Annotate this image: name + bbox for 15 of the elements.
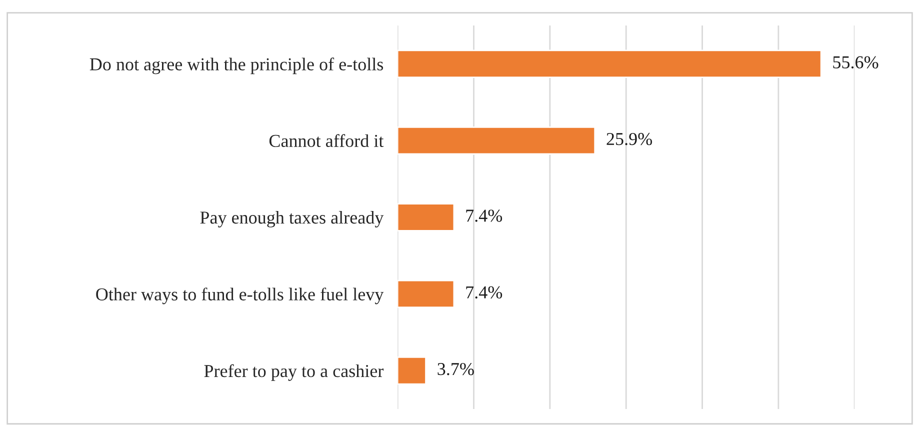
bar — [398, 203, 455, 232]
bar — [398, 356, 426, 385]
y-tick-label: Other ways to fund e-tolls like fuel levy — [96, 288, 384, 304]
y-tick-label: Prefer to pay to a cashier — [204, 364, 384, 381]
y-tick-label: Do not agree with the principle of e-tolls — [90, 58, 384, 74]
data-label: 25.9% — [606, 132, 652, 146]
y-tick-label: Pay enough taxes already — [200, 210, 384, 228]
data-label: 3.7% — [438, 362, 474, 376]
data-label: 7.4% — [466, 210, 502, 222]
data-label: 7.4% — [466, 286, 502, 299]
y-tick-label: Cannot afford it — [269, 134, 384, 148]
bar — [398, 126, 596, 155]
data-label: 55.6% — [833, 56, 878, 68]
bar — [398, 280, 455, 308]
bar — [398, 50, 822, 78]
